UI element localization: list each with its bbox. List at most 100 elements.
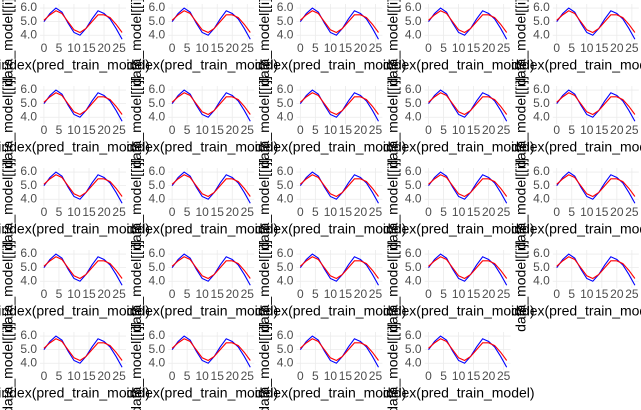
x-tick-label: 5 [184,123,191,137]
series-line [43,338,123,362]
y-tick-label: 6.0 [405,164,422,178]
x-tick-label: 0 [41,369,48,383]
y-tick-label: 4.0 [149,191,166,205]
series-line [43,89,123,122]
y-tick-label: 6.0 [20,164,37,178]
x-tick-label: 15 [467,205,481,219]
y-tick-label: 4.0 [149,109,166,123]
x-tick-label: 20 [226,41,240,55]
series-line [43,171,123,204]
series-line [43,10,123,34]
y-tick-label: 5.0 [277,260,294,274]
x-tick-label: 0 [41,123,48,137]
y-tick-label: 4.0 [20,109,37,123]
y-axis-label: data_model[[i]] [0,158,16,250]
series-line [428,335,508,368]
y-tick-label: 5.0 [149,178,166,192]
series-line [428,171,508,204]
x-tick-label: 5 [568,41,575,55]
y-axis-label: data_model[[i]] [513,76,529,168]
x-tick-label: 5 [184,205,191,219]
y-tick-label: 5.0 [277,178,294,192]
x-tick-label: 20 [97,287,111,301]
x-axis-label: index(pred_train_model) [126,385,278,401]
y-axis-label: data_model[[i]] [384,240,400,332]
x-tick-label: 15 [339,123,353,137]
x-axis-label: index(pred_train_model) [255,139,407,155]
y-tick-label: 4.0 [277,355,294,369]
series-line [428,92,508,116]
y-tick-label: 6.0 [405,0,422,14]
y-axis-label: data_model[[i]] [513,158,529,250]
series-line [299,7,379,40]
y-axis-label: data_model[[i]] [256,322,272,410]
x-tick-label: 10 [580,287,594,301]
x-tick-label: 25 [112,41,126,55]
y-tick-label: 4.0 [405,191,422,205]
x-tick-label: 10 [324,287,338,301]
y-axis-label: data_model[[i]] [0,76,16,168]
y-tick-label: 5.0 [149,96,166,110]
y-axis-label: data_model[[i]] [256,240,272,332]
series-line [428,256,508,280]
x-tick-label: 0 [425,41,432,55]
x-axis-label: index(pred_train_model) [383,303,535,319]
y-axis-label: data_model[[i]] [0,240,16,332]
x-axis-label: index(pred_train_model) [511,57,641,73]
x-tick-label: 0 [425,123,432,137]
x-tick-label: 25 [112,369,126,383]
y-tick-label: 6.0 [20,246,37,260]
y-tick-label: 4.0 [20,191,37,205]
x-tick-label: 0 [297,369,304,383]
x-tick-label: 0 [553,205,560,219]
x-tick-label: 15 [82,41,96,55]
x-tick-label: 5 [568,287,575,301]
y-tick-label: 6.0 [533,246,550,260]
x-tick-label: 10 [452,41,466,55]
y-tick-label: 6.0 [533,0,550,14]
y-tick-label: 4.0 [149,273,166,287]
x-tick-label: 10 [195,369,209,383]
series-line [428,89,508,122]
y-tick-label: 5.0 [405,260,422,274]
series-line [556,256,636,280]
series-line [428,253,508,286]
x-tick-label: 10 [195,123,209,137]
series-line [171,10,251,34]
x-tick-label: 15 [82,287,96,301]
x-tick-label: 0 [425,287,432,301]
x-tick-label: 15 [595,123,609,137]
x-tick-label: 25 [625,41,639,55]
x-tick-label: 10 [324,369,338,383]
y-tick-label: 6.0 [149,328,166,342]
y-tick-label: 4.0 [405,355,422,369]
y-tick-label: 5.0 [405,96,422,110]
y-tick-label: 4.0 [533,27,550,41]
x-tick-label: 25 [497,41,511,55]
y-axis-label: data_model[[i]] [128,158,144,250]
series-line [556,10,636,34]
x-tick-label: 5 [312,287,319,301]
x-tick-label: 5 [568,123,575,137]
series-line [556,92,636,116]
y-tick-label: 4.0 [149,27,166,41]
x-tick-label: 5 [56,369,63,383]
y-axis-label: data_model[[i]] [384,0,400,86]
x-tick-label: 15 [211,287,225,301]
y-tick-label: 5.0 [20,14,37,28]
series-line [171,89,251,122]
x-tick-label: 25 [112,123,126,137]
y-tick-label: 6.0 [149,246,166,260]
x-tick-label: 25 [497,369,511,383]
x-tick-label: 25 [497,205,511,219]
x-tick-label: 5 [312,369,319,383]
x-tick-label: 25 [497,123,511,137]
x-tick-label: 10 [67,41,81,55]
x-tick-label: 0 [553,123,560,137]
y-axis-label: data_model[[i]] [256,76,272,168]
x-tick-label: 5 [440,123,447,137]
series-line [556,7,636,40]
x-tick-label: 20 [610,205,624,219]
